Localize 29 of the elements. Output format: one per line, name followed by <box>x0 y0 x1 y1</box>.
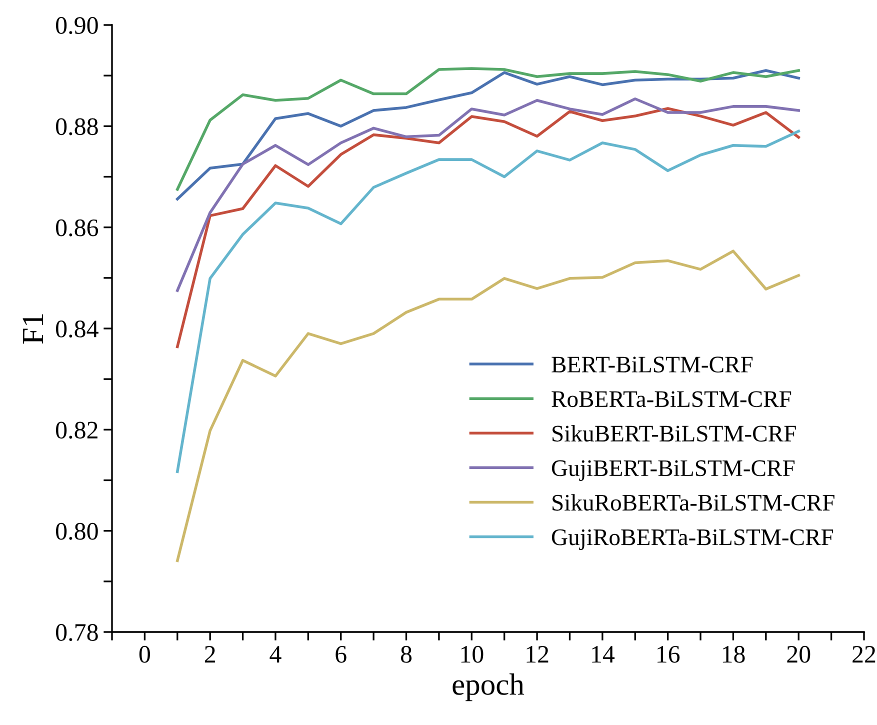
y-tick-label: 0.86 <box>56 219 98 236</box>
legend-label: SikuRoBERTa-BiLSTM-CRF <box>552 494 834 511</box>
x-tick-label: 8 <box>400 646 412 663</box>
x-tick-label: 18 <box>722 646 745 663</box>
x-tick-label: 20 <box>787 646 810 663</box>
x-axis-title: epoch <box>452 673 524 702</box>
x-tick-label: 2 <box>204 646 215 663</box>
legend-label: RoBERTa-BiLSTM-CRF <box>552 391 792 408</box>
x-tick-label: 6 <box>336 646 346 663</box>
x-tick-label: 22 <box>852 646 876 663</box>
legend-label: GujiRoBERTa-BiLSTM-CRF <box>552 529 834 550</box>
x-tick-label: 0 <box>139 646 150 663</box>
y-tick-label: 0.90 <box>56 17 98 34</box>
y-tick-label: 0.78 <box>56 624 98 642</box>
x-tick-label: 16 <box>658 646 680 663</box>
line-series <box>176 107 800 348</box>
x-tick-label: 4 <box>270 646 282 663</box>
y-axis-title: F1 <box>22 314 43 344</box>
legend-label: GujiBERT-BiLSTM-CRF <box>552 460 795 481</box>
x-tick-label: 14 <box>592 646 615 663</box>
legend-label: SikuBERT-BiLSTM-CRF <box>552 425 796 442</box>
legend-label: BERT-BiLSTM-CRF <box>552 356 753 373</box>
x-tick-label: 10 <box>461 646 484 663</box>
x-tick-label: 12 <box>526 646 548 663</box>
y-tick-label: 0.82 <box>56 422 98 439</box>
y-tick-label: 0.80 <box>56 522 98 540</box>
line-series <box>176 97 800 292</box>
y-tick-label: 0.88 <box>56 118 98 136</box>
y-tick-label: 0.84 <box>56 320 98 338</box>
